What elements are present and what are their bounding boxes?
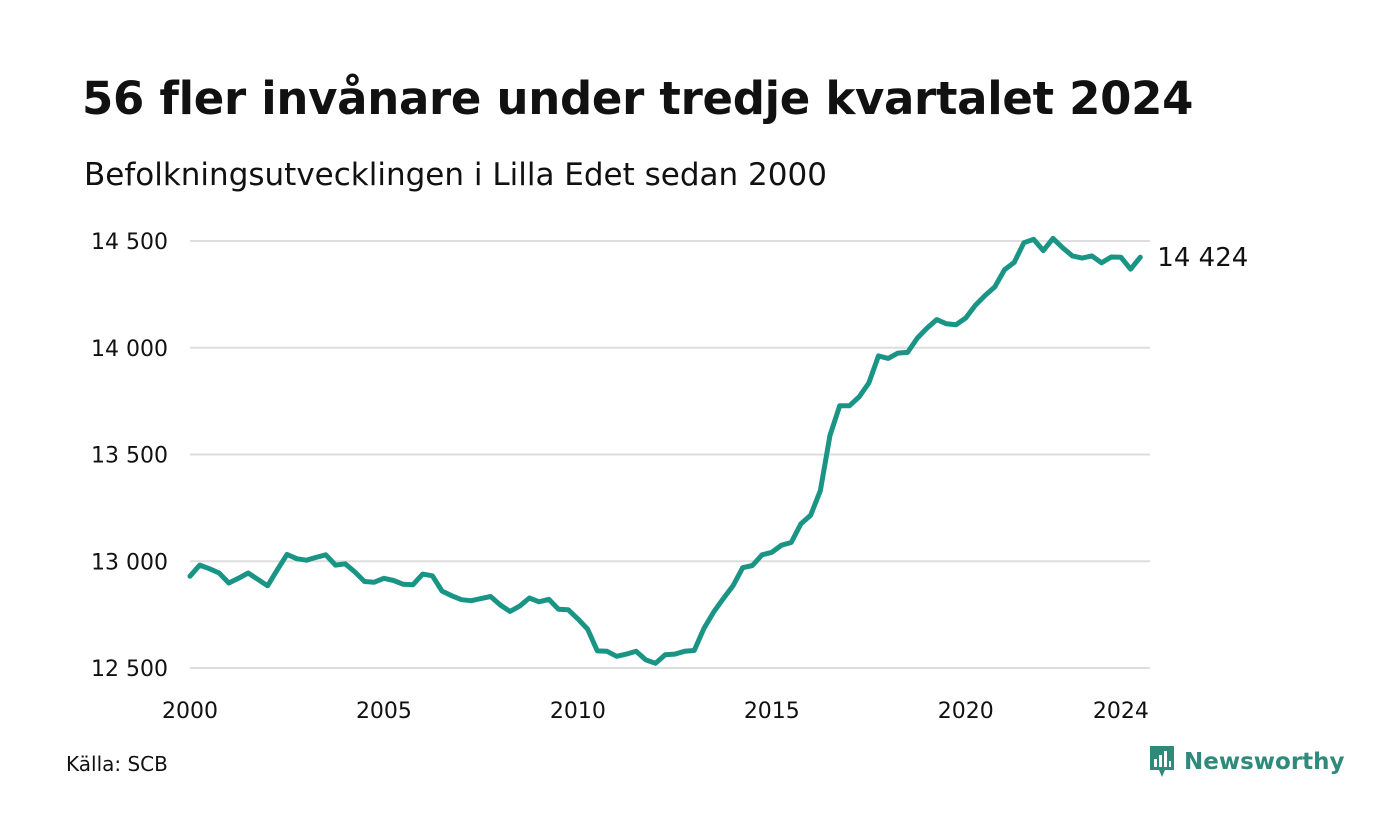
y-tick-label: 12 500	[91, 657, 168, 682]
chart-title: 56 fler invånare under tredje kvartalet …	[82, 72, 1194, 125]
y-tick-label: 14 500	[91, 230, 168, 255]
brand-name: Newsworthy	[1184, 749, 1345, 775]
x-tick-label: 2024	[1093, 699, 1149, 724]
y-tick-label: 14 000	[91, 337, 168, 362]
x-axis-tick-labels: 2000 2005 2010 2015 2020 2024	[162, 699, 1149, 724]
y-tick-label: 13 000	[91, 550, 168, 575]
gridlines	[190, 240, 1150, 669]
x-tick-label: 2020	[938, 699, 994, 724]
y-tick-label: 13 500	[91, 444, 168, 469]
bar-chart-speech-bubble-icon	[1148, 744, 1176, 780]
source-note: Källa: SCB	[66, 752, 168, 776]
population-series-line	[187, 235, 1143, 666]
x-tick-label: 2000	[162, 699, 218, 724]
x-tick-label: 2015	[744, 699, 800, 724]
last-value-label: 14 424	[1157, 243, 1248, 273]
brand-logo: Newsworthy	[1148, 744, 1345, 780]
x-tick-label: 2005	[356, 699, 412, 724]
chart-subtitle: Befolkningsutvecklingen i Lilla Edet sed…	[84, 157, 827, 193]
x-tick-label: 2010	[550, 699, 606, 724]
y-axis-tick-labels: 12 500 13 000 13 500 14 000 14 500	[91, 230, 168, 682]
